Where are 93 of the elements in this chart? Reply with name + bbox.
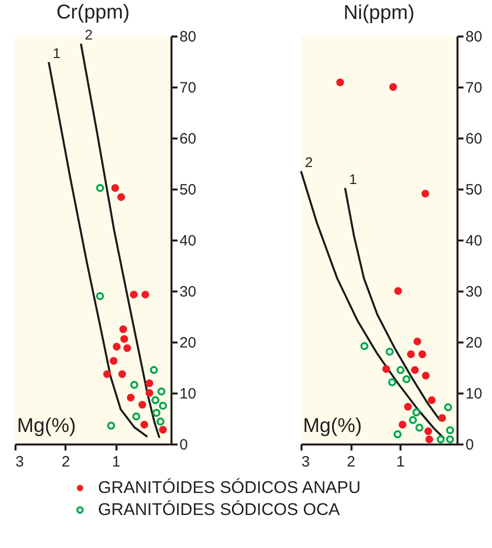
point xyxy=(140,420,148,428)
point xyxy=(394,430,402,438)
y-tick-label: 70 xyxy=(466,80,482,96)
point xyxy=(112,342,121,350)
point xyxy=(402,375,410,384)
point xyxy=(444,403,452,412)
point xyxy=(418,350,426,358)
point xyxy=(382,365,390,373)
y-tick-label: 10 xyxy=(466,386,482,402)
point xyxy=(119,325,128,334)
point xyxy=(96,184,104,192)
point xyxy=(120,335,128,343)
point xyxy=(404,402,412,411)
point xyxy=(159,426,167,434)
point xyxy=(388,378,396,386)
point xyxy=(118,370,126,378)
point xyxy=(117,193,126,202)
x-tick-label: 3 xyxy=(302,454,310,470)
series-label: 2 xyxy=(305,154,313,170)
point xyxy=(396,366,405,374)
series-label: 1 xyxy=(52,45,61,62)
y-tick-label: 40 xyxy=(466,232,482,250)
point xyxy=(422,372,430,380)
point xyxy=(412,408,420,416)
point xyxy=(421,190,430,198)
line-series xyxy=(300,170,446,440)
point xyxy=(360,342,368,350)
x-tick-label: 2 xyxy=(346,454,356,470)
point xyxy=(130,380,138,389)
y-tick-label: 50 xyxy=(466,182,482,198)
y-axis-title: Cr(ppm) xyxy=(56,2,130,24)
point xyxy=(138,400,146,409)
point xyxy=(150,366,158,374)
x-tick-label: 3 xyxy=(16,454,24,470)
y-tick-label: 30 xyxy=(466,284,482,300)
point xyxy=(424,427,432,436)
y-tick-label: 50 xyxy=(180,182,196,198)
y-tick-label: 0 xyxy=(466,436,474,454)
y-tick-label: 80 xyxy=(180,28,196,46)
point xyxy=(425,436,434,444)
line-series xyxy=(80,42,160,439)
point xyxy=(415,424,424,432)
point xyxy=(123,344,132,352)
point xyxy=(414,338,422,346)
y-tick-label: 10 xyxy=(180,386,196,402)
x-axis-title: Mg(%) xyxy=(17,415,76,437)
point xyxy=(130,290,138,298)
y-tick-label: 20 xyxy=(466,334,482,352)
series-label: 2 xyxy=(84,26,93,43)
point xyxy=(389,83,397,91)
point xyxy=(398,420,406,428)
point xyxy=(111,184,120,192)
point xyxy=(96,292,104,300)
point xyxy=(132,412,140,420)
point xyxy=(407,350,415,358)
point xyxy=(151,396,160,404)
y-tick-label: 70 xyxy=(180,80,196,96)
x-axis-title: Mg(%) xyxy=(303,415,362,437)
point xyxy=(386,348,394,356)
point xyxy=(107,422,116,430)
point xyxy=(436,435,445,444)
point xyxy=(428,396,436,404)
point xyxy=(141,290,150,298)
point xyxy=(110,357,118,365)
point xyxy=(126,394,135,402)
point xyxy=(145,379,154,388)
point xyxy=(446,435,454,444)
x-tick-label: 2 xyxy=(62,454,70,470)
x-tick-label: 1 xyxy=(396,454,405,470)
series-label: 1 xyxy=(349,170,358,187)
point xyxy=(446,426,454,434)
legend-label: GRANITÓIDES SÓDICOS OCA xyxy=(98,500,340,519)
y-tick-label: 30 xyxy=(180,284,196,300)
point xyxy=(156,418,164,426)
y-tick-label: 60 xyxy=(180,130,196,148)
y-tick-label: 20 xyxy=(180,334,196,352)
point xyxy=(145,389,154,397)
point xyxy=(408,416,417,424)
point xyxy=(411,366,419,374)
y-tick-label: 60 xyxy=(466,130,482,148)
point xyxy=(336,78,344,86)
point xyxy=(394,287,402,295)
y-tick-label: 40 xyxy=(180,232,196,250)
y-tick-label: 0 xyxy=(180,436,188,454)
point xyxy=(152,408,160,417)
point xyxy=(438,414,446,422)
x-tick-label: 1 xyxy=(112,454,120,470)
point xyxy=(157,387,166,396)
point xyxy=(103,370,111,378)
point xyxy=(158,402,167,410)
y-axis-title: Ni(ppm) xyxy=(343,2,415,24)
legend-label: GRANITÓIDES SÓDICOS ANAPU xyxy=(98,478,361,497)
y-tick-label: 80 xyxy=(466,28,482,46)
